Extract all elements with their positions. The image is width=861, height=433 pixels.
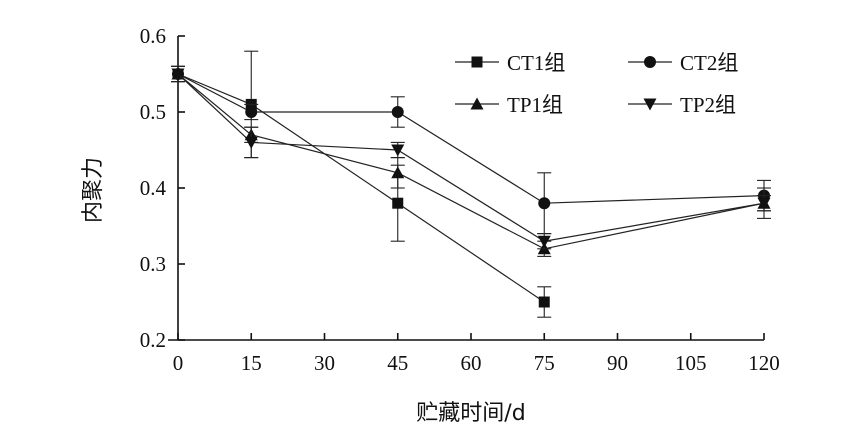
legend-item-tp1: TP1组 bbox=[455, 93, 563, 117]
legend-marker bbox=[644, 56, 656, 68]
series-line bbox=[177, 73, 765, 250]
data-point bbox=[757, 197, 771, 210]
x-tick-label: 75 bbox=[534, 351, 555, 375]
series-layer bbox=[171, 50, 771, 318]
legend-item-ct1: CT1组 bbox=[455, 51, 565, 75]
data-point bbox=[244, 136, 258, 149]
series-line bbox=[177, 73, 545, 303]
legend-label: CT1组 bbox=[507, 51, 565, 75]
x-tick-label: 60 bbox=[461, 351, 482, 375]
x-tick-label: 120 bbox=[748, 351, 780, 375]
legend-label: CT2组 bbox=[680, 51, 738, 75]
y-tick-label: 0.3 bbox=[140, 252, 166, 276]
x-tick-label: 90 bbox=[607, 351, 628, 375]
legend: CT1组 CT2组 TP1组 TP2组 bbox=[455, 51, 738, 117]
data-point bbox=[392, 197, 404, 209]
data-point bbox=[538, 197, 551, 210]
legend-marker bbox=[643, 98, 657, 111]
x-tick-label: 30 bbox=[314, 351, 335, 375]
data-point bbox=[391, 106, 404, 118]
legend-item-ct2: CT2组 bbox=[628, 51, 738, 75]
x-tick-label: 45 bbox=[387, 351, 408, 375]
series-ct1 bbox=[171, 50, 552, 318]
y-tick-label: 0.5 bbox=[140, 100, 166, 124]
legend-label: TP1组 bbox=[507, 93, 563, 117]
y-axis-title: 内聚力 bbox=[81, 157, 106, 223]
data-point bbox=[171, 68, 185, 81]
series-ct2 bbox=[171, 65, 771, 235]
legend-marker bbox=[471, 56, 483, 68]
y-tick-label: 0.4 bbox=[140, 176, 167, 200]
x-axis-title: 贮藏时间/d bbox=[416, 401, 525, 426]
x-tick-label: 105 bbox=[675, 351, 707, 375]
y-tick-label: 0.6 bbox=[140, 24, 166, 48]
data-point bbox=[537, 235, 551, 248]
axes: 0 15 30 45 60 75 90 105 120 0.2 0.3 0.4 0.5 0.6 bbox=[140, 24, 780, 375]
series-tp2 bbox=[171, 65, 771, 250]
legend-label: TP2组 bbox=[680, 93, 736, 117]
data-point bbox=[391, 144, 405, 157]
legend-marker bbox=[470, 97, 484, 110]
x-tick-label: 0 bbox=[173, 351, 184, 375]
data-point bbox=[391, 166, 405, 179]
data-point bbox=[538, 296, 550, 308]
y-tick-label: 0.2 bbox=[140, 328, 166, 352]
legend-item-tp2: TP2组 bbox=[628, 93, 736, 117]
data-point bbox=[245, 106, 258, 118]
x-tick-label: 15 bbox=[241, 351, 262, 375]
